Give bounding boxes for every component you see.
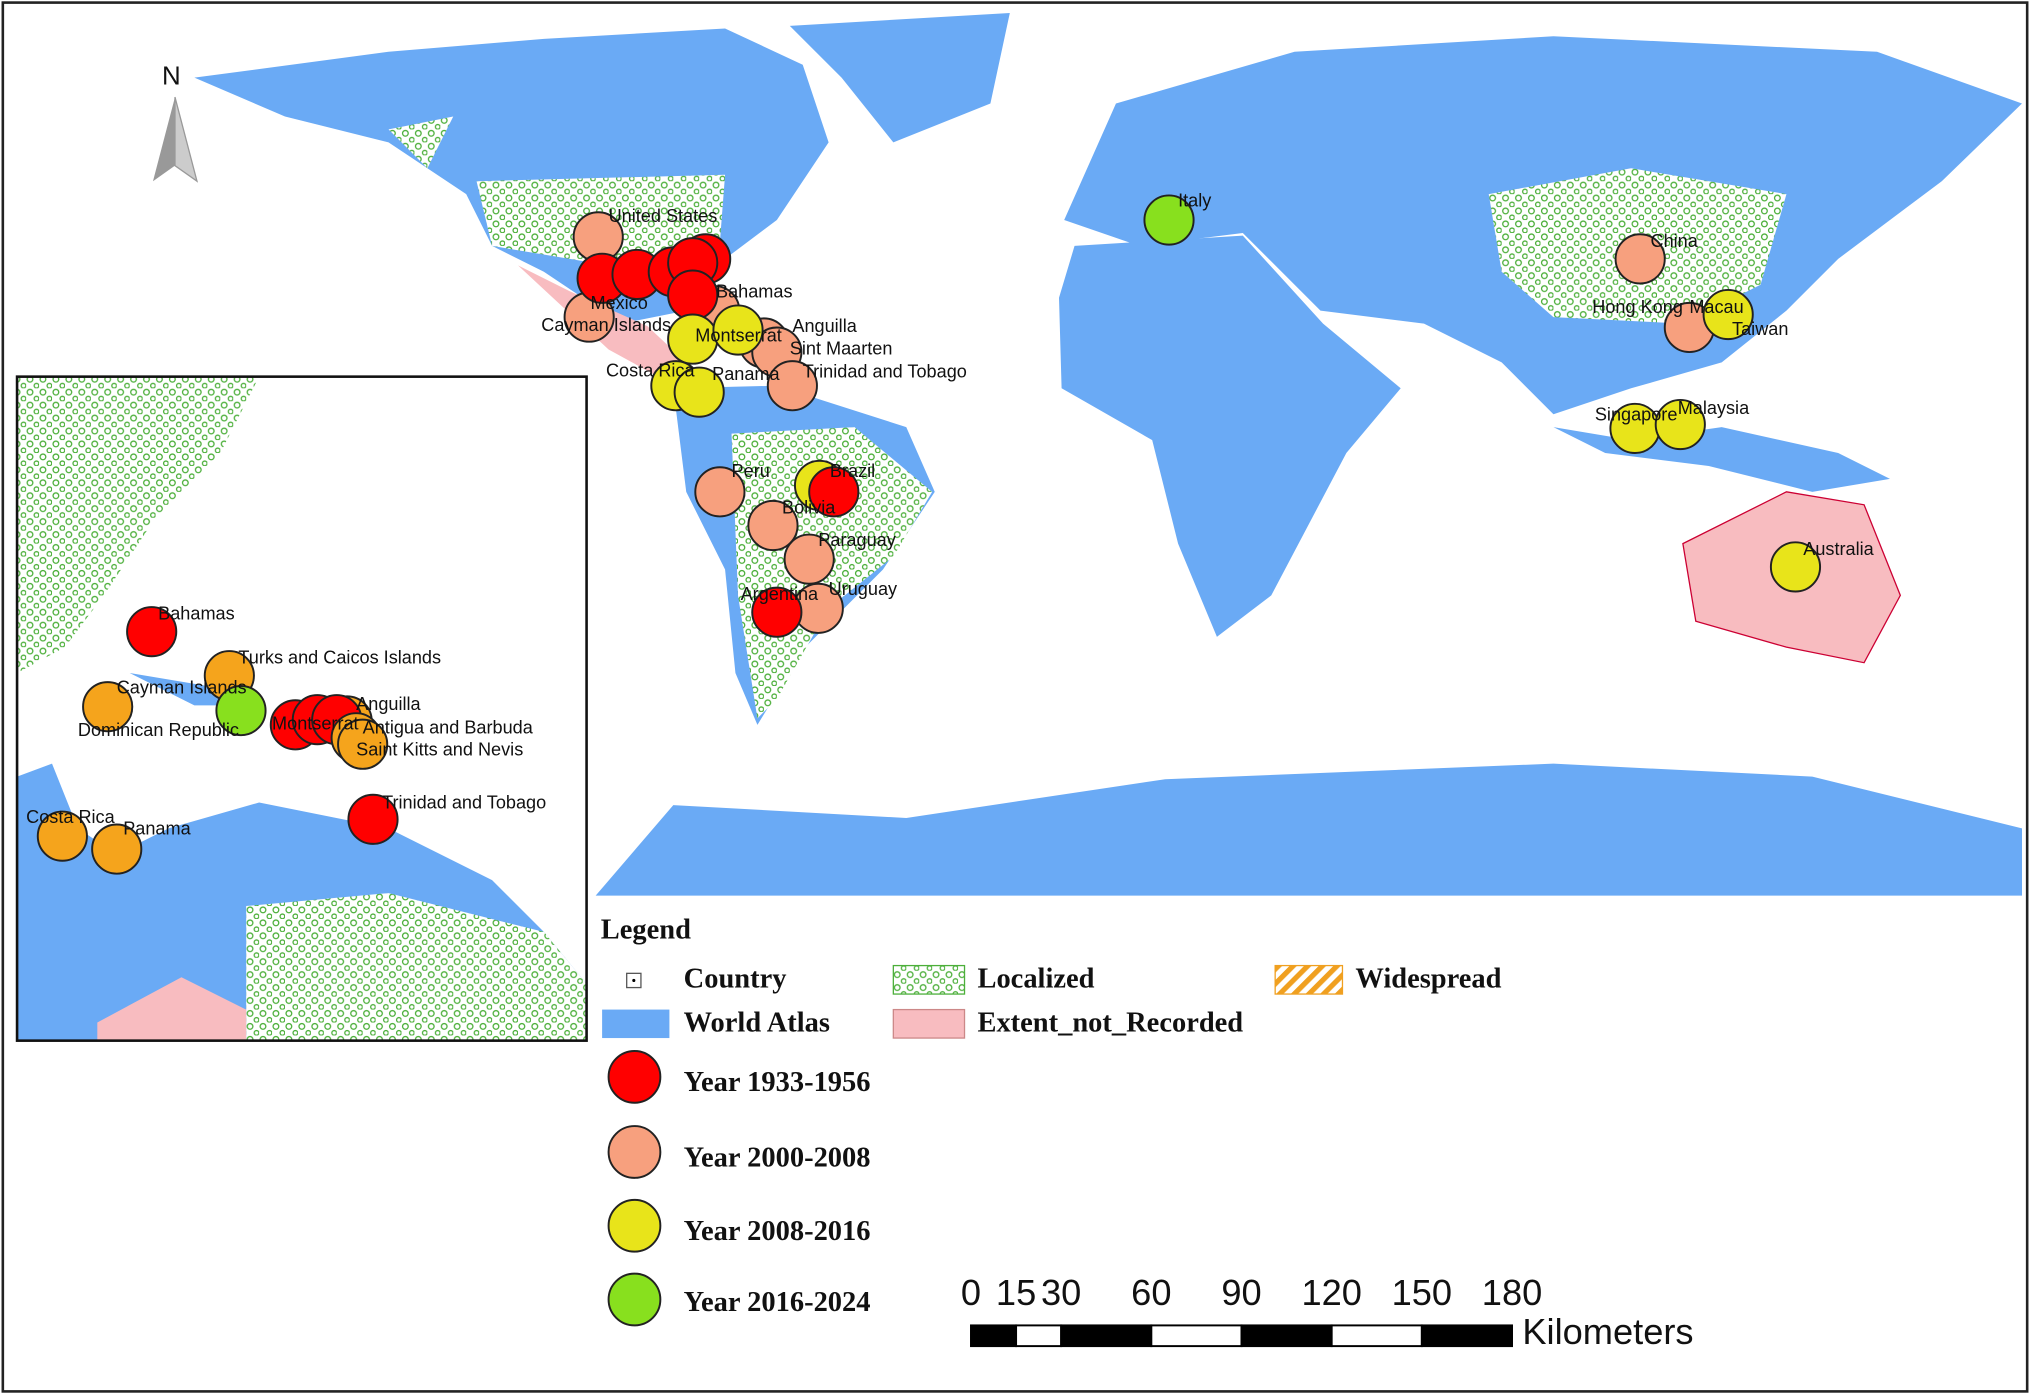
country-label: Antigua and Barbuda bbox=[363, 717, 534, 737]
country-label: Montserrat bbox=[272, 714, 359, 734]
scale-segment bbox=[1150, 1324, 1243, 1348]
legend-label: Country bbox=[684, 964, 787, 995]
legend-label: Widespread bbox=[1355, 964, 1501, 995]
scale-tick-label: 30 bbox=[1041, 1272, 1081, 1313]
scale-tick-label: 180 bbox=[1482, 1272, 1542, 1313]
country-label: Italy bbox=[1178, 191, 1212, 211]
scale-segment bbox=[970, 1324, 1018, 1348]
marker bbox=[215, 685, 267, 737]
country-label: Mexico bbox=[590, 293, 647, 313]
scale-tick-label: 15 bbox=[996, 1272, 1036, 1313]
country-label: Brazil bbox=[830, 461, 875, 481]
marker bbox=[751, 586, 803, 638]
country-label: Cayman Islands bbox=[541, 315, 671, 335]
country-label: Costa Rica bbox=[606, 360, 695, 380]
country-label: Bahamas bbox=[158, 604, 235, 624]
extent-symbol bbox=[892, 1008, 966, 1039]
marker bbox=[673, 366, 725, 418]
country-label: Costa Rica bbox=[26, 807, 115, 827]
widespread-symbol bbox=[1274, 964, 1344, 995]
scale-tick-label: 120 bbox=[1301, 1272, 1361, 1313]
marker bbox=[694, 466, 746, 518]
marker bbox=[1769, 541, 1822, 593]
country-label: Saint Kitts and Nevis bbox=[356, 739, 523, 759]
scale-tick-label: 0 bbox=[961, 1272, 981, 1313]
country-label: Singapore bbox=[1595, 404, 1678, 424]
country-label: Bahamas bbox=[716, 281, 793, 301]
legend-marker bbox=[607, 1050, 662, 1104]
country-label: Malaysia bbox=[1678, 398, 1750, 418]
inset-map: Bahamas Turks and Caicos Islands Cayman Is… bbox=[15, 375, 588, 1042]
country-label: Taiwan bbox=[1732, 319, 1788, 339]
marker bbox=[337, 718, 389, 770]
scale-tick-label: 90 bbox=[1221, 1272, 1261, 1313]
country-label: Australia bbox=[1803, 539, 1874, 559]
legend-label: Year 2000-2008 bbox=[684, 1142, 871, 1173]
country-label: Turks and Caicos Islands bbox=[238, 648, 441, 668]
north-label: N bbox=[162, 63, 181, 91]
country-label: China bbox=[1651, 231, 1699, 251]
atlas-symbol bbox=[602, 1009, 670, 1039]
scale-tick-label: 60 bbox=[1131, 1272, 1171, 1313]
scale-segment bbox=[1240, 1324, 1333, 1348]
marker bbox=[126, 606, 178, 658]
country-label: Paraguay bbox=[818, 530, 896, 550]
legend-label: Localized bbox=[977, 964, 1094, 995]
marker bbox=[1614, 233, 1666, 285]
country-label: Cayman Islands bbox=[117, 677, 247, 697]
country-label: United States bbox=[609, 206, 718, 226]
legend-label: World Atlas bbox=[684, 1008, 830, 1039]
marker bbox=[783, 533, 835, 585]
marker bbox=[36, 810, 88, 862]
scale-segment bbox=[1015, 1324, 1063, 1348]
legend-title: Legend bbox=[601, 914, 691, 945]
country-label: Trinidad and Tobago bbox=[382, 793, 546, 813]
country-label: Panama bbox=[712, 364, 780, 384]
marker bbox=[747, 499, 799, 552]
legend-label: Year 2016-2024 bbox=[684, 1287, 871, 1318]
legend: Country World Atlas Localized Widespread Ext… bbox=[602, 964, 1502, 1327]
legend-marker bbox=[607, 1125, 662, 1179]
scale-tick-label: 150 bbox=[1392, 1272, 1452, 1313]
marker bbox=[82, 681, 134, 733]
country-dot bbox=[632, 978, 636, 983]
marker bbox=[1654, 398, 1706, 451]
scale-segment bbox=[1420, 1324, 1513, 1348]
country-label: Panama bbox=[123, 818, 191, 838]
country-label: Uruguay bbox=[829, 579, 898, 599]
scale-segment bbox=[1330, 1324, 1423, 1348]
marker bbox=[1702, 288, 1754, 341]
marker bbox=[347, 793, 399, 845]
marker bbox=[1143, 194, 1195, 246]
scale-unit: Kilometers bbox=[1522, 1311, 1693, 1352]
country-label: Macau bbox=[1689, 297, 1743, 317]
country-label: Trinidad and Tobago bbox=[803, 362, 967, 382]
country-label: Dominican Republic bbox=[78, 720, 239, 740]
country-label: Peru bbox=[732, 461, 770, 481]
country-label: Anguilla bbox=[792, 316, 857, 336]
country-label: Hong Kong bbox=[1592, 297, 1683, 317]
legend-marker bbox=[607, 1198, 662, 1253]
north-arrow: N bbox=[152, 63, 199, 183]
scale-segment bbox=[1060, 1324, 1153, 1348]
country-label: Sint Maarten bbox=[790, 338, 893, 358]
marker bbox=[91, 823, 143, 875]
legend-label: Year 1933-1956 bbox=[684, 1067, 871, 1098]
localized-symbol bbox=[892, 964, 966, 995]
country-label: Anguilla bbox=[356, 694, 421, 714]
country-label: Bolivia bbox=[782, 497, 836, 517]
marker bbox=[712, 304, 764, 356]
marker bbox=[766, 360, 818, 412]
marker bbox=[667, 269, 719, 321]
legend-label: Extent_not_Recorded bbox=[977, 1008, 1243, 1039]
country-label: Argentina bbox=[741, 584, 819, 604]
legend-marker bbox=[607, 1272, 662, 1327]
legend-label: Year 2008-2016 bbox=[684, 1216, 871, 1247]
country-label: Montserrat bbox=[695, 325, 782, 345]
marker bbox=[808, 466, 860, 518]
